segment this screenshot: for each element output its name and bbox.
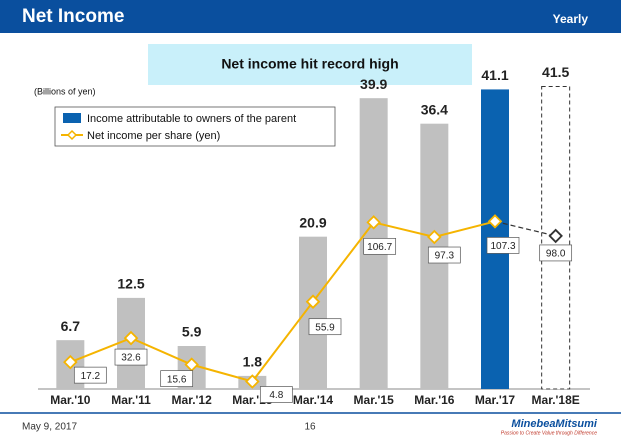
line-value-label: 55.9 <box>315 322 335 333</box>
x-tick-label: Mar.'15 <box>354 393 395 407</box>
header-bar <box>0 0 621 33</box>
marker <box>63 354 78 370</box>
line <box>69 220 496 383</box>
bar-value-label: 39.9 <box>360 76 387 92</box>
value-label-box <box>539 244 573 262</box>
logo: MinebeaMitsumi <box>511 418 598 430</box>
value-label-box <box>259 386 293 403</box>
marker <box>548 228 563 244</box>
line-value-label: 106.7 <box>367 242 392 253</box>
legend-marker <box>66 129 78 141</box>
period: Yearly <box>553 12 589 26</box>
value-label-box <box>114 348 148 366</box>
value-label-box <box>486 237 520 254</box>
marker <box>123 330 139 346</box>
line-value-label: 15.6 <box>167 374 187 385</box>
tagline: Passion to Create Value through Differen… <box>501 430 597 436</box>
page-number: 16 <box>304 422 316 433</box>
x-tick-label: Mar.'10 <box>50 393 91 407</box>
line-value-label: 98.0 <box>546 249 566 260</box>
slide-title: Net Income <box>22 6 124 27</box>
line-value-label: 107.3 <box>490 241 515 252</box>
bar-value-label: 6.7 <box>61 318 81 334</box>
legend-box <box>54 106 336 147</box>
bar-value-label: 36.4 <box>421 101 448 117</box>
legend-swatch <box>63 113 81 123</box>
marker <box>427 229 442 245</box>
line-value-label: 32.6 <box>121 353 141 364</box>
marker <box>245 374 260 389</box>
value-label-box <box>427 246 461 264</box>
marker <box>366 215 381 230</box>
x-tick-label: Mar.'18E <box>532 393 580 407</box>
x-tick-label: Mar.'17 <box>475 393 516 407</box>
x-tick-label: Mar.'12 <box>172 393 213 407</box>
legend-label: Income attributable to owners of the par… <box>87 113 296 125</box>
callout-box <box>148 44 472 85</box>
value-label-box <box>160 370 194 387</box>
bar-value-label: 5.9 <box>182 324 202 340</box>
bar-value-label: 1.8 <box>243 354 263 370</box>
value-label-box <box>308 318 342 336</box>
x-tick-label: Mar.'11 <box>111 393 151 407</box>
bar <box>299 236 327 389</box>
line-value-label: 17.2 <box>81 371 101 382</box>
bar-value-label: 20.9 <box>299 214 326 230</box>
value-label-box <box>73 366 107 384</box>
footer-date: May 9, 2017 <box>22 422 77 433</box>
legend-label: Net income per share (yen) <box>87 130 220 142</box>
bar-value-label: 12.5 <box>117 276 144 292</box>
bar-value-label: 41.5 <box>542 64 569 80</box>
x-tick-label: Mar.'14 <box>293 393 334 407</box>
value-label-box <box>363 237 397 255</box>
line-value-label: 97.3 <box>435 251 455 262</box>
y-label: (Billions of yen) <box>34 86 96 96</box>
x-tick-label: Mar.'16 <box>414 393 455 407</box>
callout: Net income hit record high <box>221 56 398 72</box>
marker <box>305 294 321 309</box>
line-value-label: 4.8 <box>269 390 283 401</box>
bar-value-label: 41.1 <box>481 67 508 83</box>
line-dashed <box>494 220 556 237</box>
marker <box>487 214 503 229</box>
